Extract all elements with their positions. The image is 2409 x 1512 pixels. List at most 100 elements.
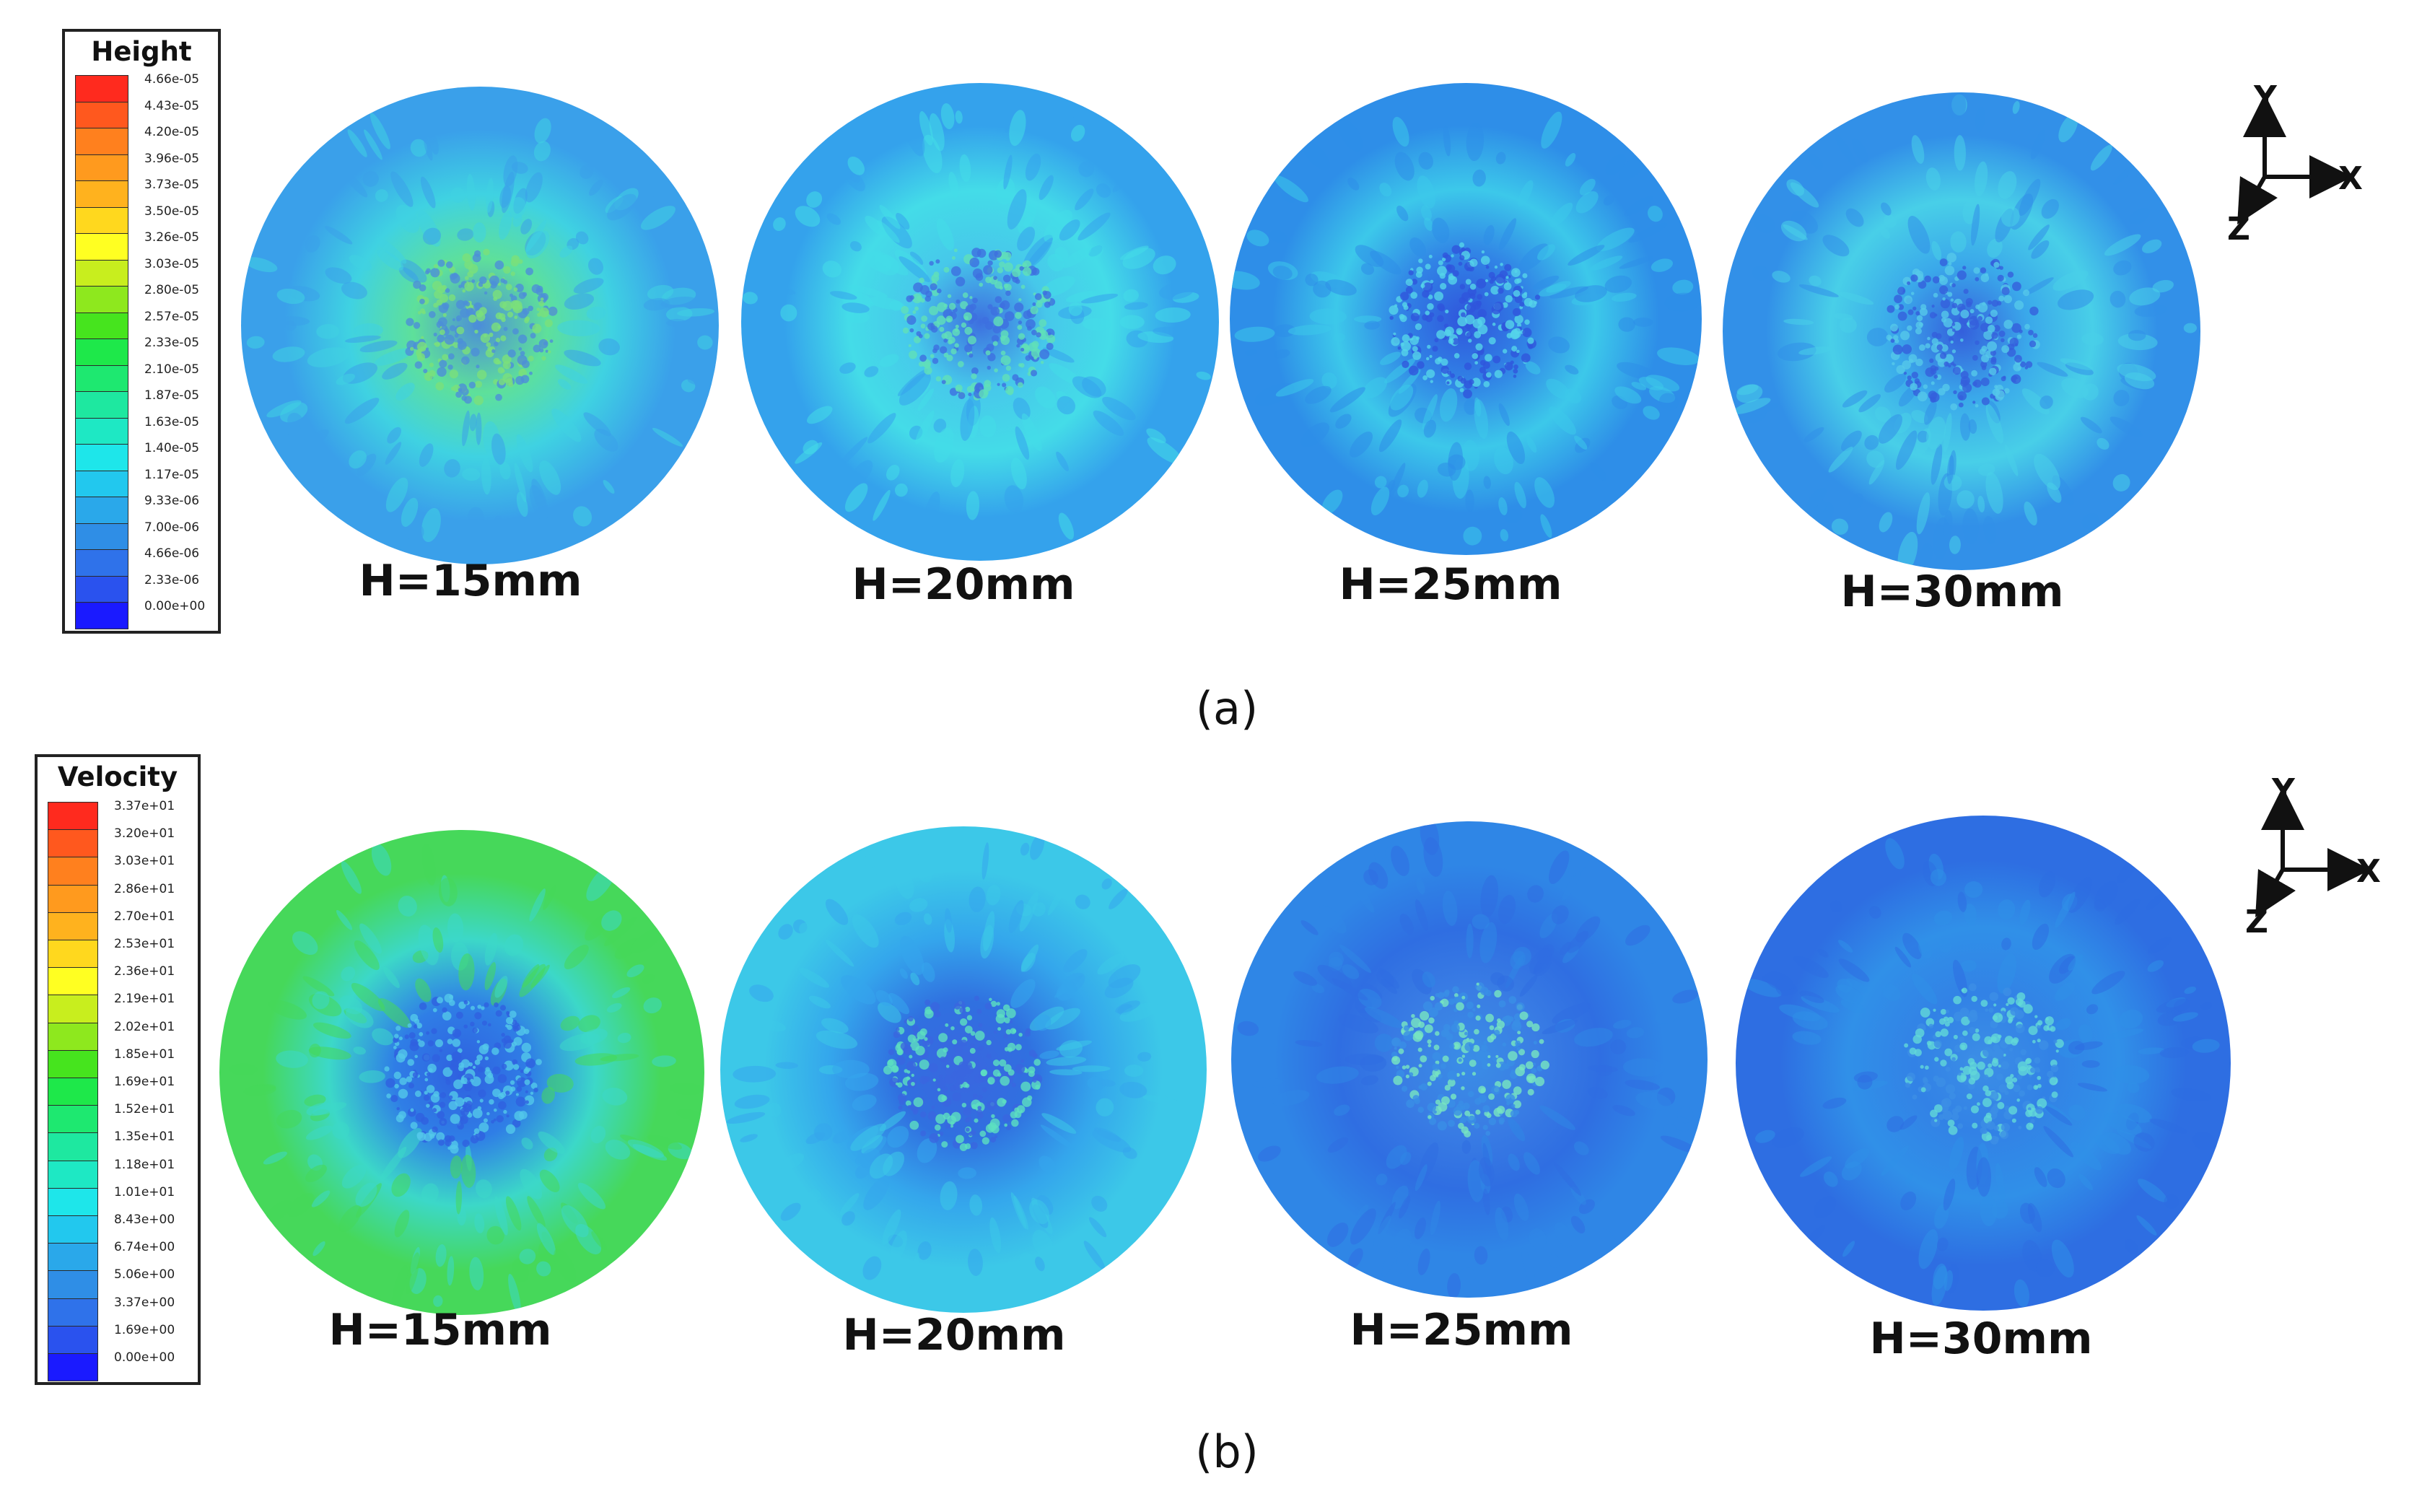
legend-swatch — [75, 364, 128, 392]
contour-disk-h30 — [1723, 92, 2200, 570]
legend-tick-label: 2.33e-05 — [144, 336, 200, 350]
legend-swatch — [75, 549, 128, 577]
legend-tick-label: 6.74e+00 — [114, 1240, 175, 1255]
legend-tick-label: 2.10e-05 — [144, 362, 200, 377]
legend-swatch — [75, 312, 128, 339]
legend-swatch — [75, 444, 128, 471]
legend-tick-label: 8.43e+00 — [114, 1212, 175, 1227]
legend-tick-label: 2.53e+01 — [114, 937, 175, 951]
legend-swatch — [75, 259, 128, 287]
legend-tick-label: 2.86e+01 — [114, 881, 175, 896]
legend-tick-label: 1.01e+01 — [114, 1184, 175, 1199]
legend-tick-label: 1.85e+01 — [114, 1046, 175, 1062]
legend-tick-label: 3.50e-05 — [144, 204, 200, 219]
legend-swatch — [75, 338, 128, 366]
legend-tick-label: 2.70e+01 — [114, 909, 175, 924]
contour-disk-h20 — [720, 826, 1207, 1313]
legend-title: Height — [91, 36, 192, 67]
case-label-h25: H=25mm — [1350, 1305, 1573, 1355]
case-label-h15: H=15mm — [359, 556, 582, 606]
axis-triad-icon: Y X Z — [2245, 772, 2381, 940]
legend-swatch — [75, 417, 128, 445]
legend-tick-label: 4.66e-06 — [144, 546, 200, 561]
legend-swatch — [48, 1243, 98, 1272]
legend-tick-label: 3.03e-05 — [144, 256, 200, 271]
legend-swatch — [48, 1160, 98, 1189]
legend-tick-label: 3.73e-05 — [144, 178, 200, 192]
contour-disk-h25 — [1230, 83, 1702, 555]
contour-disk-h30 — [1736, 816, 2231, 1311]
case-label-h25: H=25mm — [1339, 559, 1562, 610]
legend-tick-label: 3.20e+01 — [114, 826, 175, 842]
legend-tick-label: 3.37e+00 — [114, 1295, 175, 1310]
legend-tick-label: 2.02e+01 — [114, 1019, 175, 1034]
legend-tick-label: 3.37e+01 — [114, 799, 175, 813]
case-label-h20: H=20mm — [842, 1310, 1066, 1360]
case-label-h30: H=30mm — [1840, 567, 2064, 617]
legend-swatch — [48, 1049, 98, 1078]
legend-tick-label: 9.33e-06 — [144, 494, 200, 508]
legend-swatch — [48, 967, 98, 996]
case-label-h15: H=15mm — [328, 1305, 552, 1355]
legend-swatch — [48, 1298, 98, 1327]
legend-swatch — [48, 884, 98, 913]
legend-tick-label: 0.00e+00 — [144, 599, 206, 613]
legend-tick-label: 1.63e-05 — [144, 414, 200, 429]
legend-swatch — [48, 1270, 98, 1299]
legend-tick-label: 2.36e+01 — [114, 964, 175, 979]
legend-tick-label: 2.19e+01 — [114, 992, 175, 1007]
legend-swatch — [75, 101, 128, 128]
contour-disk-h25 — [1231, 821, 1708, 1298]
legend-tick-label: 1.18e+01 — [114, 1157, 175, 1172]
legend-swatch — [48, 1353, 98, 1382]
legend-swatch — [48, 829, 98, 858]
velocity-legend: Velocity 3.37e+01 3.20e+01 3.03e+01 2.86e+0… — [35, 754, 201, 1385]
legend-swatch — [75, 154, 128, 181]
legend-swatch — [75, 180, 128, 208]
legend-swatch — [75, 602, 128, 629]
legend-tick-label: 1.17e-05 — [144, 467, 200, 482]
contour-disk-h20 — [741, 83, 1219, 561]
legend-tick-label: 3.03e+01 — [114, 854, 175, 869]
legend-swatch — [48, 1105, 98, 1134]
legend-swatch — [75, 128, 128, 155]
legend-tick-label: 1.69e+00 — [114, 1322, 175, 1337]
legend-swatch — [48, 1078, 98, 1106]
case-label-h20: H=20mm — [852, 559, 1075, 610]
legend-swatch — [48, 1325, 98, 1354]
legend-tick-label: 4.43e-05 — [144, 98, 200, 113]
legend-tick-label: 0.00e+00 — [114, 1350, 175, 1365]
contour-disk-h15 — [219, 830, 704, 1315]
legend-tick-label: 1.69e+01 — [114, 1075, 175, 1089]
legend-tick-label: 5.06e+00 — [114, 1267, 175, 1282]
legend-tick-label: 1.52e+01 — [114, 1102, 175, 1117]
legend-swatch — [48, 1022, 98, 1051]
case-label-h30: H=30mm — [1869, 1314, 2093, 1364]
legend-tick-label: 2.80e-05 — [144, 283, 200, 297]
axis-x-label: X — [2356, 853, 2381, 890]
contour-disk-h15 — [241, 87, 719, 564]
legend-swatch — [48, 912, 98, 940]
legend-swatch — [75, 575, 128, 603]
legend-swatch — [75, 286, 128, 313]
legend-swatch — [48, 802, 98, 831]
legend-swatch — [75, 497, 128, 524]
legend-swatch — [48, 940, 98, 969]
axis-triad-icon: Y X Z — [2227, 79, 2363, 248]
legend-swatch — [75, 75, 128, 102]
axis-z-label: Z — [2227, 211, 2250, 248]
legend-swatch — [75, 523, 128, 550]
legend-tick-label: 7.00e-06 — [144, 520, 200, 535]
legend-swatch — [48, 995, 98, 1023]
legend-tick-label: 1.87e-05 — [144, 388, 200, 403]
panel-label-a: (a) — [1195, 682, 1259, 735]
panel-label-b: (b) — [1195, 1425, 1259, 1478]
legend-title: Velocity — [57, 761, 178, 792]
legend-swatch — [75, 206, 128, 234]
legend-tick-label: 2.57e-05 — [144, 309, 200, 324]
legend-swatch — [75, 233, 128, 261]
legend-tick-label: 4.66e-05 — [144, 72, 200, 87]
legend-swatch — [48, 857, 98, 886]
legend-swatch — [48, 1132, 98, 1161]
height-legend: Height 4.66e-05 4.43e-05 4.20e-05 3.96e-05 3… — [62, 29, 221, 634]
